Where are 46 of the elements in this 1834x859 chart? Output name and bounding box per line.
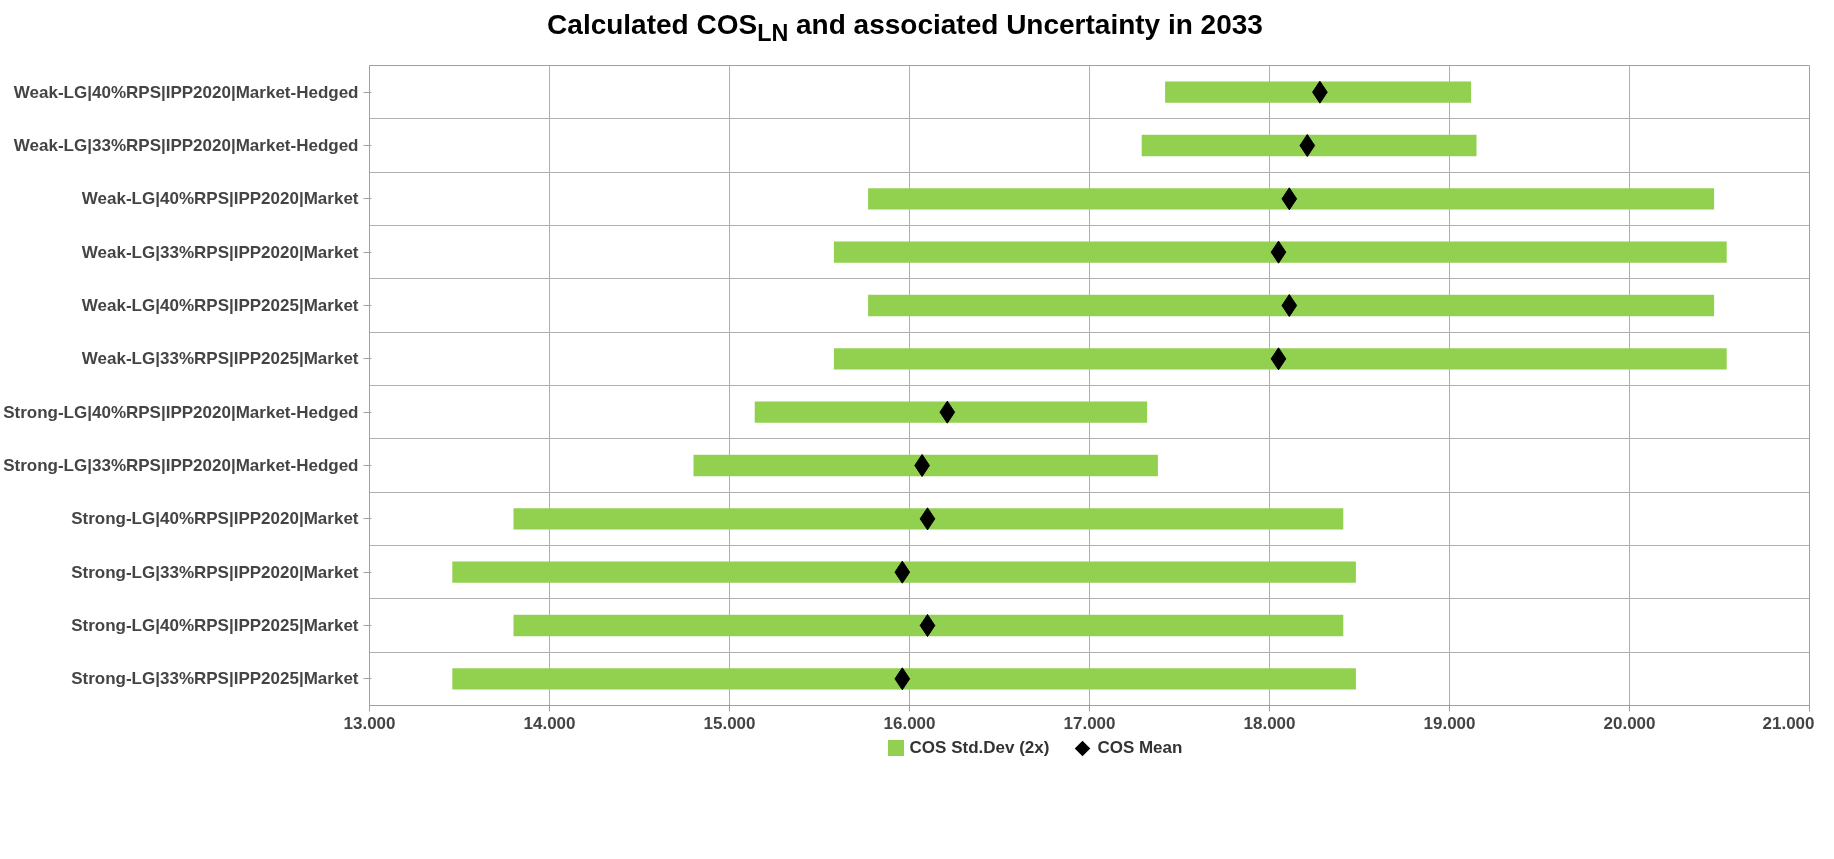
y-tick-label: Weak-LG|40%RPS|IPP2020|Market-Hedged xyxy=(13,82,359,102)
bar xyxy=(1141,134,1477,157)
y-tick-label: Weak-LG|40%RPS|IPP2020|Market xyxy=(81,189,359,209)
x-tick-label: 14.000 xyxy=(523,713,576,733)
y-tick-label: Strong-LG|33%RPS|IPP2020|Market xyxy=(71,562,359,582)
bar xyxy=(868,294,1715,317)
bar xyxy=(693,454,1158,477)
x-tick-label: 15.000 xyxy=(703,713,756,733)
point xyxy=(1281,187,1298,211)
point xyxy=(1270,347,1287,371)
point xyxy=(1281,294,1298,317)
bar xyxy=(868,188,1715,210)
chart-title: Calculated COS$_{LN}$ and associated Uncertainty in 2033 xyxy=(546,8,1264,48)
x-tick-label: 13.000 xyxy=(343,713,396,733)
point xyxy=(939,400,956,424)
y-tick-label: Strong-LG|33%RPS|IPP2025|Market xyxy=(71,669,359,689)
point xyxy=(894,560,911,584)
bar xyxy=(452,561,1356,583)
bar xyxy=(833,241,1727,263)
y-tick-label: Strong-LG|40%RPS|IPP2020|Market-Hedged xyxy=(3,402,359,422)
y-tick-label: Weak-LG|33%RPS|IPP2025|Market xyxy=(81,349,359,369)
legend-label: COS Mean xyxy=(1097,737,1183,759)
point xyxy=(1299,134,1316,157)
x-tick-label: 18.000 xyxy=(1243,713,1296,733)
bar xyxy=(513,614,1344,637)
point xyxy=(894,667,911,691)
y-tick-label: Weak-LG|33%RPS|IPP2020|Market xyxy=(81,242,359,262)
x-tick-label: 16.000 xyxy=(883,713,936,733)
point xyxy=(919,614,936,637)
y-tick-label: Weak-LG|40%RPS|IPP2025|Market xyxy=(81,296,359,315)
point xyxy=(1270,240,1287,264)
bar xyxy=(452,668,1356,690)
bar xyxy=(754,401,1148,423)
bar xyxy=(1165,81,1472,103)
y-tick-label: Strong-LG|40%RPS|IPP2025|Market xyxy=(71,616,359,635)
y-tick-label: Weak-LG|33%RPS|IPP2020|Market-Hedged xyxy=(13,136,359,155)
y-tick-label: Strong-LG|40%RPS|IPP2020|Market xyxy=(71,509,359,529)
x-tick-label: 21.000 xyxy=(1762,713,1815,733)
x-tick-label: 20.000 xyxy=(1603,713,1656,733)
x-tick-label: 17.000 xyxy=(1063,713,1116,733)
x-tick-label: 19.000 xyxy=(1423,713,1476,733)
legend-label: COS Std.Dev (2x) xyxy=(909,737,1050,759)
bar xyxy=(513,508,1344,530)
point xyxy=(919,507,936,531)
y-tick-label: Strong-LG|33%RPS|IPP2020|Market-Hedged xyxy=(3,456,359,475)
bar xyxy=(833,348,1727,370)
